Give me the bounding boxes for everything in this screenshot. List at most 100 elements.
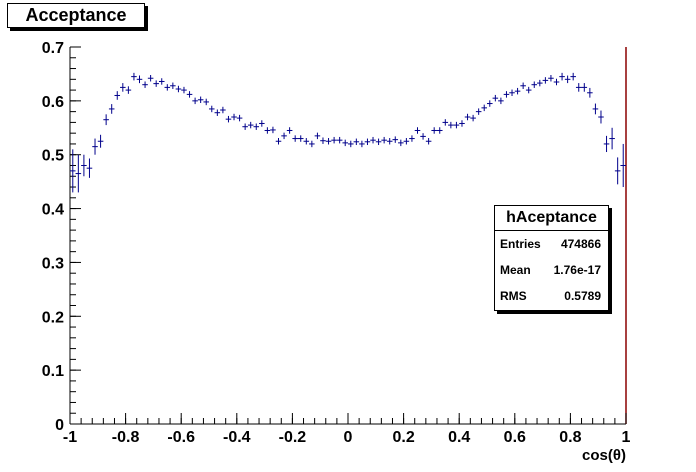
data-point [409,135,415,142]
data-point [197,96,204,104]
stats-entries-value: 474866 [560,237,601,251]
x-tick-label: 1 [622,429,631,446]
data-point [514,87,521,95]
stats-histogram-name: hAceptance [495,206,608,231]
data-point [436,127,443,134]
data-point [209,105,215,113]
data-point [520,82,526,90]
data-point [603,135,610,153]
data-point [587,87,593,98]
y-tick-label: 0.6 [42,94,64,111]
data-point [464,113,471,121]
data-point [398,139,404,147]
data-point [147,75,154,82]
data-point [181,86,187,94]
x-tick-label: -0.6 [167,429,195,446]
data-point [559,72,565,81]
x-tick-label: 0.8 [559,429,581,446]
x-tick-label: -0.2 [279,429,307,446]
y-tick-label: 0.2 [42,309,64,326]
data-point [153,80,159,87]
data-point [342,139,348,147]
stats-row-entries: Entries 474866 [495,231,608,257]
stats-row-rms: RMS 0.5789 [495,283,608,309]
data-point [425,138,432,145]
data-point [292,135,298,142]
data-point [108,104,115,114]
data-point [259,120,265,127]
data-point [609,127,615,150]
y-tick-label: 0.5 [42,148,64,165]
data-point [470,114,476,122]
data-point [297,135,304,142]
data-point [281,132,287,140]
data-point [158,78,165,85]
data-point [270,126,276,134]
data-point [614,157,621,185]
data-point [620,143,626,188]
data-point [97,134,104,148]
data-point [175,85,182,93]
data-point [264,127,271,134]
data-point [537,79,543,87]
data-point [531,81,538,88]
data-point [481,104,487,112]
data-point [225,115,232,123]
data-point [498,97,504,105]
data-point [542,77,549,84]
data-point [164,84,171,91]
data-point [386,138,393,145]
data-point [242,123,248,130]
data-point [525,86,532,94]
x-axis-label: cos(θ) [582,447,626,464]
data-point [487,100,493,107]
data-point [392,136,399,143]
data-point [475,108,482,115]
data-point [348,140,354,148]
x-tick-label: 0.6 [504,429,526,446]
data-point [364,138,371,146]
data-point [492,94,499,102]
stats-row-mean: Mean 1.76e-17 [495,257,608,283]
data-point [231,113,237,121]
data-point [553,78,560,86]
chart-title: Acceptance [7,3,145,28]
data-point [125,86,132,94]
data-point [86,158,93,178]
data-point [114,91,121,100]
data-point [575,83,582,92]
data-point [303,138,310,145]
data-points [70,72,626,193]
data-point [420,133,426,140]
data-point [220,106,226,114]
y-tick-label: 0.4 [42,202,64,219]
data-point [314,132,321,140]
data-point [286,127,293,134]
data-point [592,103,599,115]
y-tick-label: 0.1 [42,363,64,380]
stats-rms-value: 0.5789 [564,289,601,303]
data-point [442,119,449,126]
y-tick-label: 0.3 [42,255,64,272]
data-point [336,136,343,144]
data-point [503,91,510,98]
data-point [92,138,98,155]
data-point [570,72,576,81]
data-point [381,136,387,144]
stats-mean-label: Mean [500,263,531,277]
data-point [275,138,282,145]
x-tick-label: -0.4 [223,429,251,446]
y-tick-label: 0 [55,417,64,434]
data-point [359,140,365,148]
data-point [370,136,376,144]
data-point [581,83,588,92]
data-point [236,114,243,122]
stats-mean-value: 1.76e-17 [553,263,601,277]
data-point [75,154,82,193]
data-point [214,109,221,116]
x-tick-label: 0.4 [448,429,470,446]
data-point [70,149,76,193]
data-point [103,114,109,126]
x-tick-label: -0.8 [112,429,140,446]
